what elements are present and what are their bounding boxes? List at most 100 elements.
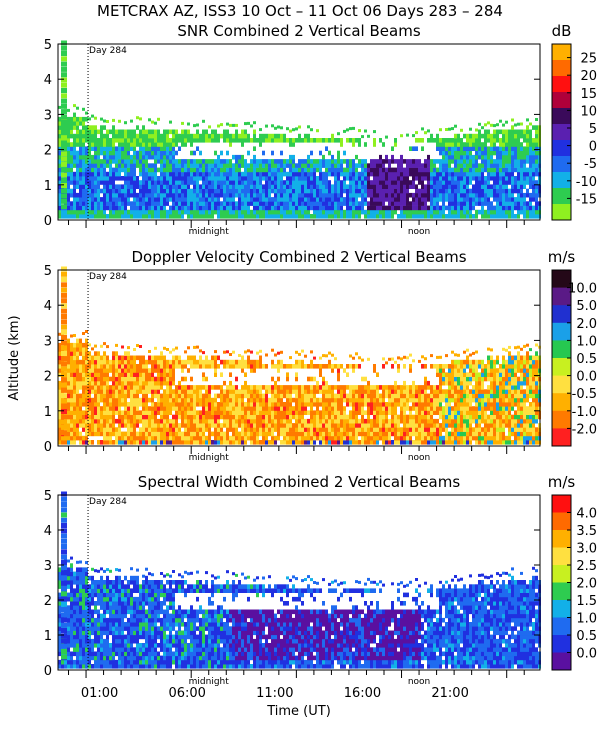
data-cell — [370, 398, 373, 403]
data-cell — [235, 214, 238, 219]
data-cell — [373, 130, 376, 133]
data-cell — [313, 180, 316, 185]
data-cell — [196, 201, 199, 206]
data-cell — [211, 189, 214, 194]
data-cell — [259, 159, 262, 164]
data-cell — [331, 134, 334, 139]
data-cell — [478, 184, 481, 189]
data-cell — [103, 134, 106, 139]
data-cell — [253, 432, 256, 437]
data-cell — [139, 415, 142, 420]
data-cell — [124, 184, 127, 189]
data-cell — [256, 440, 259, 445]
data-cell — [424, 210, 427, 215]
data-cell — [229, 436, 232, 441]
data-cell — [280, 197, 283, 202]
data-cell — [304, 201, 307, 206]
data-cell — [184, 130, 187, 135]
data-cell — [268, 197, 271, 202]
data-cell — [349, 355, 352, 358]
data-cell — [307, 172, 310, 177]
data-cell — [373, 415, 376, 420]
data-cell — [88, 440, 91, 445]
data-cell — [82, 410, 85, 415]
data-cell — [346, 415, 349, 420]
data-cell — [142, 423, 145, 428]
data-cell — [394, 189, 397, 194]
data-cell — [325, 440, 328, 445]
data-cell — [181, 163, 184, 168]
data-cell — [259, 389, 262, 394]
data-cell — [85, 193, 88, 198]
data-cell — [109, 419, 112, 424]
data-cell — [133, 381, 136, 386]
data-cell — [232, 419, 235, 424]
data-cell — [157, 423, 160, 428]
data-cell — [274, 410, 277, 415]
data-cell — [190, 410, 193, 415]
data-cell — [370, 385, 373, 390]
data-cell — [214, 206, 217, 211]
data-cell — [229, 142, 232, 147]
data-cell — [364, 159, 367, 164]
data-cell — [295, 410, 298, 415]
data-cell — [100, 159, 103, 164]
data-cell — [67, 385, 70, 390]
data-cell — [208, 193, 211, 198]
data-cell — [460, 210, 463, 215]
data-cell — [148, 176, 151, 181]
data-cell — [70, 210, 73, 215]
data-cell — [331, 206, 334, 211]
data-cell — [97, 168, 100, 173]
data-cell — [97, 163, 100, 168]
data-cell — [181, 410, 184, 415]
data-cell — [160, 360, 163, 365]
data-cell — [271, 197, 274, 202]
data-cell — [301, 206, 304, 211]
data-cell — [205, 197, 208, 202]
data-cell — [127, 130, 130, 135]
data-cell — [301, 350, 304, 353]
data-cell — [124, 398, 127, 403]
data-cell — [325, 410, 328, 415]
data-cell — [127, 346, 130, 349]
data-cell — [298, 134, 301, 139]
data-cell — [238, 410, 241, 415]
data-cell — [79, 360, 82, 365]
data-cell — [343, 189, 346, 194]
data-cell — [328, 360, 331, 365]
data-cell — [418, 189, 421, 194]
data-cell — [163, 410, 166, 415]
data-cell — [190, 180, 193, 185]
data-cell — [142, 214, 145, 219]
data-cell — [475, 180, 478, 185]
data-cell — [316, 176, 319, 181]
data-cell — [271, 360, 274, 365]
data-cell — [88, 398, 91, 403]
data-cell — [73, 436, 76, 441]
data-cell — [157, 180, 160, 185]
data-cell — [421, 163, 424, 168]
data-cell — [112, 381, 115, 386]
data-cell — [280, 176, 283, 181]
data-cell — [271, 206, 274, 211]
data-cell — [487, 168, 490, 173]
data-cell — [283, 389, 286, 394]
data-cell — [73, 356, 76, 361]
data-cell — [322, 423, 325, 428]
data-cell — [406, 176, 409, 181]
data-cell — [355, 184, 358, 189]
data-cell — [184, 189, 187, 194]
data-cell — [136, 210, 139, 215]
data-cell — [352, 402, 355, 407]
data-cell — [343, 368, 346, 373]
data-cell — [397, 189, 400, 194]
data-cell — [298, 419, 301, 424]
data-cell — [247, 122, 250, 125]
data-cell — [184, 210, 187, 215]
data-cell — [151, 121, 154, 124]
data-cell — [226, 360, 229, 365]
data-cell — [241, 197, 244, 202]
data-cell — [178, 176, 181, 181]
data-cell — [154, 368, 157, 373]
